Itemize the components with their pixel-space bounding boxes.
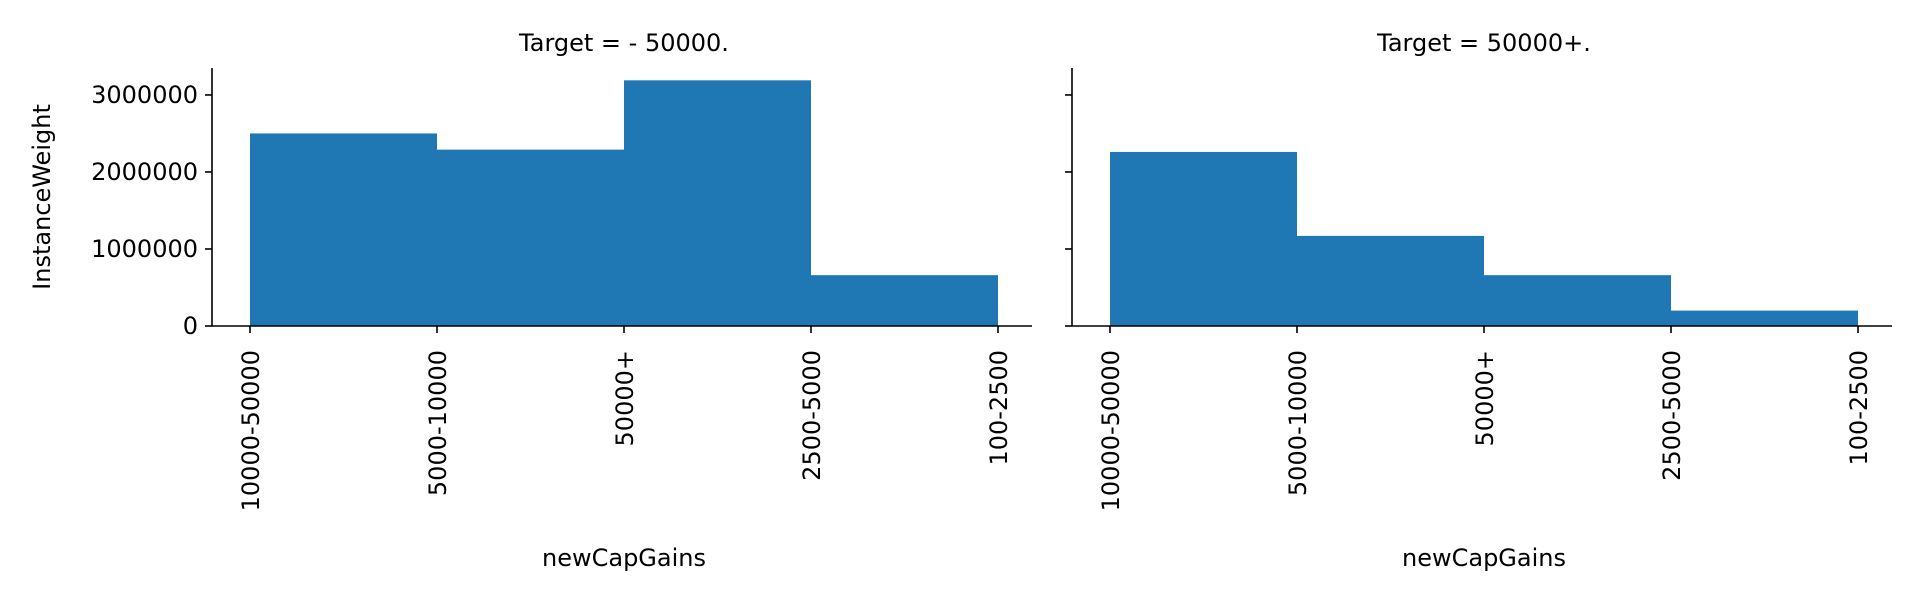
- x-axis-label: newCapGains: [542, 544, 706, 572]
- y-tick-label: 3000000: [91, 81, 198, 109]
- x-tick-label: 2500-5000: [798, 350, 826, 481]
- x-tick-label: 5000-10000: [1284, 350, 1312, 496]
- bar-50000+: [624, 80, 811, 326]
- panel-title: Target = 50000+.: [1376, 29, 1591, 57]
- bar-5000-10000: [437, 149, 624, 326]
- y-axis-label: InstanceWeight: [28, 104, 56, 290]
- y-tick-label: 0: [183, 312, 198, 340]
- bar-5000-10000: [1297, 235, 1484, 326]
- y-tick-label: 1000000: [91, 235, 198, 263]
- panel-1: 0 1000000 2000000 3000000 10000-50000 5000-10…: [28, 29, 1032, 572]
- bar-10000-50000: [250, 133, 437, 326]
- panel-title: Target = - 50000.: [518, 29, 729, 57]
- x-tick-label: 10000-50000: [237, 350, 265, 511]
- x-tick-label: 50000+: [611, 350, 639, 446]
- bar-50000+: [1484, 275, 1671, 326]
- x-tick-label: 100-2500: [1845, 350, 1873, 466]
- x-tick-label: 5000-10000: [424, 350, 452, 496]
- bar-2500-5000: [811, 275, 998, 326]
- x-tick-label: 10000-50000: [1097, 350, 1125, 511]
- bar-2500-5000: [1671, 310, 1858, 326]
- bar-10000-50000: [1110, 151, 1297, 326]
- x-tick-label: 100-2500: [985, 350, 1013, 466]
- x-tick-label: 2500-5000: [1658, 350, 1686, 481]
- x-axis-label: newCapGains: [1402, 544, 1566, 572]
- y-tick-label: 2000000: [91, 158, 198, 186]
- x-tick-label: 50000+: [1471, 350, 1499, 446]
- panel-2: 10000-50000 5000-10000 50000+ 2500-5000 100-…: [1065, 29, 1892, 572]
